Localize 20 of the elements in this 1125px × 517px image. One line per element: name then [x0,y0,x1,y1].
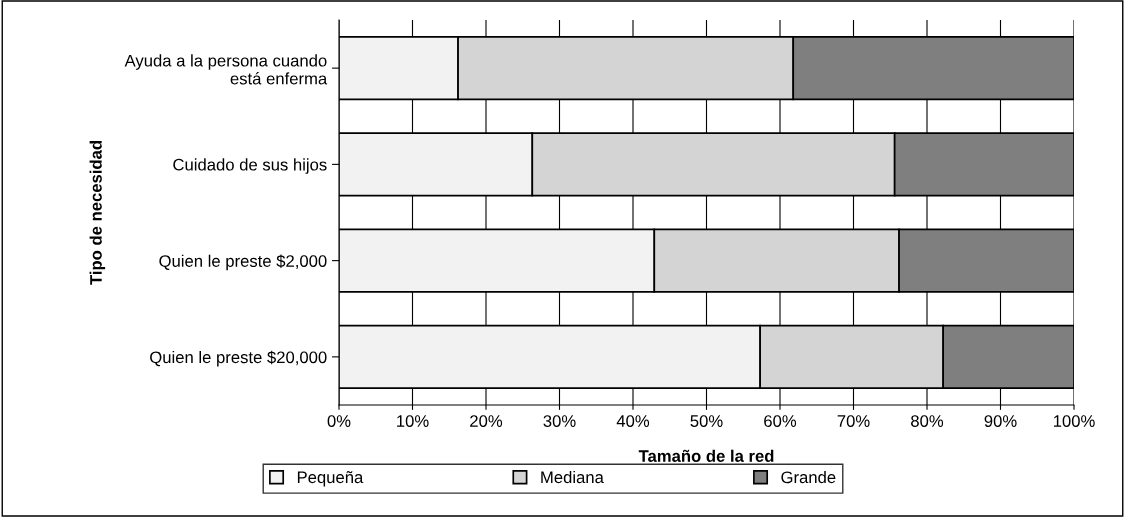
x-tick-label: 100% [1053,415,1095,427]
x-tick-label: 60% [764,415,797,427]
legend-label: Pequeña [297,471,364,487]
x-tick-label: 10% [397,415,429,427]
x-tick-label: 90% [984,415,1017,427]
y-tick-label: Cuidado de sus hijos [173,158,327,174]
x-tick-label: 70% [837,415,870,427]
y-tick-label: Ayuda a la persona cuando está enferma [124,54,328,85]
x-tick-label: 0% [327,415,351,427]
y-axis-title: Tipo de necesidad [89,141,106,285]
x-tick-label: 30% [543,415,576,427]
x-tick-label: 40% [616,415,650,427]
y-tick-label: Quien le preste $2,000 [159,254,327,271]
x-axis-title: Tamaño de la red [638,449,774,462]
x-tick-label: 20% [470,415,503,427]
legend-label: Grande [781,470,836,484]
x-tick-label: 50% [690,415,723,427]
legend-label: Mediana [541,470,604,484]
y-tick-label: Quien le preste $20,000 [150,350,327,367]
x-tick-label: 80% [911,415,944,427]
